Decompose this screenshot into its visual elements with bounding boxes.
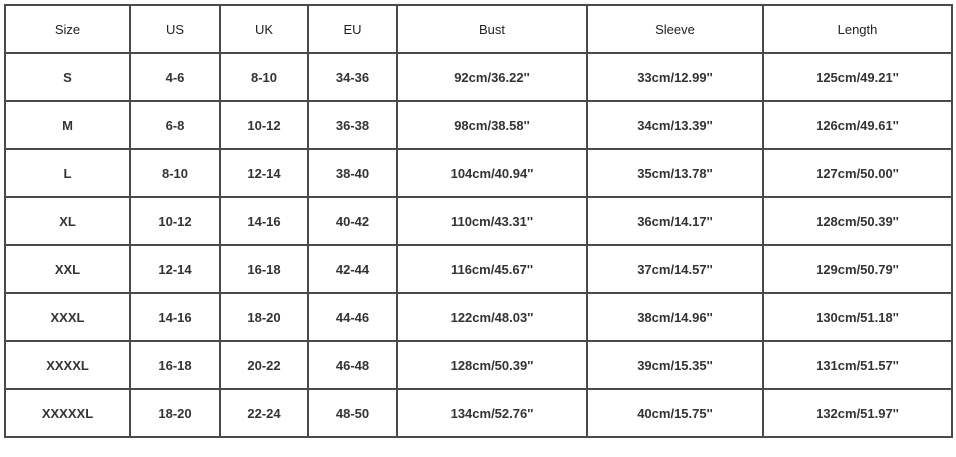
cell-us: 16-18	[129, 340, 221, 390]
cell-bust: 128cm/50.39''	[396, 340, 588, 390]
column-header-eu: EU	[307, 4, 398, 54]
cell-bust: 134cm/52.76''	[396, 388, 588, 438]
cell-eu: 40-42	[307, 196, 398, 246]
cell-bust: 116cm/45.67''	[396, 244, 588, 294]
cell-uk: 18-20	[219, 292, 309, 342]
cell-size: XXXXL	[4, 340, 131, 390]
cell-uk: 8-10	[219, 52, 309, 102]
column-header-length: Length	[762, 4, 953, 54]
cell-sleeve: 39cm/15.35''	[586, 340, 764, 390]
cell-us: 10-12	[129, 196, 221, 246]
cell-size: XL	[4, 196, 131, 246]
cell-sleeve: 36cm/14.17''	[586, 196, 764, 246]
size-chart-table: Size US UK EU Bust Sleeve Length S 4-6 8-10 34-36…	[4, 4, 953, 438]
cell-us: 12-14	[129, 244, 221, 294]
cell-size: M	[4, 100, 131, 150]
table-row: S 4-6 8-10 34-36 92cm/36.22'' 33cm/12.99'' 125…	[4, 52, 953, 102]
cell-us: 18-20	[129, 388, 221, 438]
table-row: XXXXL 16-18 20-22 46-48 128cm/50.39'' 39cm/15…	[4, 340, 953, 390]
cell-us: 14-16	[129, 292, 221, 342]
column-header-uk: UK	[219, 4, 309, 54]
column-header-size: Size	[4, 4, 131, 54]
cell-uk: 20-22	[219, 340, 309, 390]
cell-bust: 98cm/38.58''	[396, 100, 588, 150]
cell-bust: 104cm/40.94''	[396, 148, 588, 198]
cell-length: 130cm/51.18''	[762, 292, 953, 342]
column-header-bust: Bust	[396, 4, 588, 54]
cell-us: 8-10	[129, 148, 221, 198]
cell-length: 126cm/49.61''	[762, 100, 953, 150]
cell-size: L	[4, 148, 131, 198]
cell-size: XXXL	[4, 292, 131, 342]
cell-sleeve: 33cm/12.99''	[586, 52, 764, 102]
cell-length: 127cm/50.00''	[762, 148, 953, 198]
table-row: XXL 12-14 16-18 42-44 116cm/45.67'' 37cm/14.5…	[4, 244, 953, 294]
cell-us: 6-8	[129, 100, 221, 150]
cell-eu: 44-46	[307, 292, 398, 342]
table-row: XXXXXL 18-20 22-24 48-50 134cm/52.76'' 40cm/1…	[4, 388, 953, 438]
header-row: Size US UK EU Bust Sleeve Length	[4, 4, 953, 54]
cell-eu: 46-48	[307, 340, 398, 390]
cell-length: 128cm/50.39''	[762, 196, 953, 246]
cell-length: 131cm/51.57''	[762, 340, 953, 390]
cell-eu: 42-44	[307, 244, 398, 294]
cell-uk: 16-18	[219, 244, 309, 294]
cell-uk: 22-24	[219, 388, 309, 438]
cell-uk: 10-12	[219, 100, 309, 150]
cell-bust: 122cm/48.03''	[396, 292, 588, 342]
cell-size: S	[4, 52, 131, 102]
cell-size: XXXXXL	[4, 388, 131, 438]
cell-length: 129cm/50.79''	[762, 244, 953, 294]
cell-eu: 38-40	[307, 148, 398, 198]
cell-sleeve: 35cm/13.78''	[586, 148, 764, 198]
column-header-us: US	[129, 4, 221, 54]
cell-us: 4-6	[129, 52, 221, 102]
cell-length: 125cm/49.21''	[762, 52, 953, 102]
cell-sleeve: 38cm/14.96''	[586, 292, 764, 342]
column-header-sleeve: Sleeve	[586, 4, 764, 54]
table-row: XXXL 14-16 18-20 44-46 122cm/48.03'' 38cm/14.…	[4, 292, 953, 342]
cell-sleeve: 40cm/15.75''	[586, 388, 764, 438]
cell-eu: 34-36	[307, 52, 398, 102]
cell-eu: 36-38	[307, 100, 398, 150]
cell-uk: 12-14	[219, 148, 309, 198]
cell-sleeve: 37cm/14.57''	[586, 244, 764, 294]
table-row: L 8-10 12-14 38-40 104cm/40.94'' 35cm/13.78''…	[4, 148, 953, 198]
cell-bust: 110cm/43.31''	[396, 196, 588, 246]
cell-uk: 14-16	[219, 196, 309, 246]
cell-length: 132cm/51.97''	[762, 388, 953, 438]
table-row: M 6-8 10-12 36-38 98cm/38.58'' 34cm/13.39'' 12…	[4, 100, 953, 150]
cell-sleeve: 34cm/13.39''	[586, 100, 764, 150]
table-row: XL 10-12 14-16 40-42 110cm/43.31'' 36cm/14.17…	[4, 196, 953, 246]
cell-size: XXL	[4, 244, 131, 294]
cell-eu: 48-50	[307, 388, 398, 438]
cell-bust: 92cm/36.22''	[396, 52, 588, 102]
